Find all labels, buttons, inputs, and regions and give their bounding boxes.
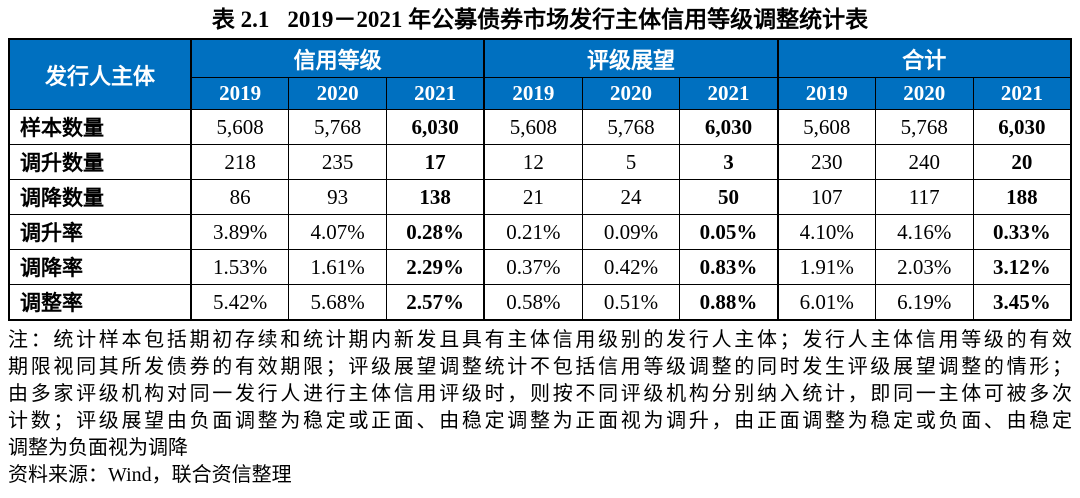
header-year-row: 2019 2020 2021 2019 2020 2021 2019 2020 2021 — [9, 77, 1072, 110]
row-label: 调降率 — [8, 249, 192, 285]
data-cell: 0.33% — [972, 214, 1072, 250]
data-cell: 218 — [190, 144, 290, 180]
data-cell: 24 — [581, 179, 681, 215]
data-cell: 5,608 — [190, 109, 290, 145]
note-line: 计数；评级展望由负面调整为稳定或正面、由稳定调整为正面视为调升，由正面调整为稳定… — [8, 410, 1072, 432]
data-cell: 93 — [288, 179, 388, 215]
data-source: 资料来源：Wind，联合资信整理 — [8, 464, 292, 486]
data-cell: 6.19% — [874, 284, 974, 321]
table-notes: 注：统计样本包括期初存续和统计期内新发且具有主体信用级别的发行人主体；发行人主体… — [8, 327, 1072, 462]
year-header: 2020 — [874, 77, 974, 110]
data-cell: 0.09% — [581, 214, 681, 250]
data-cell: 3 — [679, 144, 779, 180]
data-cell: 1.53% — [190, 249, 290, 285]
note-line: 由多家评级机构对同一发行人进行主体信用评级时，则按不同评级机构分别纳入统计，即同… — [8, 383, 1072, 405]
data-cell: 1.61% — [288, 249, 388, 285]
data-cell: 1.91% — [777, 249, 876, 285]
data-cell: 4.07% — [288, 214, 388, 250]
corner-header-issuer: 发行人主体 — [8, 38, 192, 110]
data-cell: 6,030 — [386, 109, 486, 145]
data-cell: 2.03% — [874, 249, 974, 285]
data-cell: 2.29% — [386, 249, 486, 285]
row-label: 调升数量 — [8, 144, 192, 180]
table-row: 样本数量 5,608 5,768 6,030 5,608 5,768 6,030 5,608 5… — [8, 109, 1072, 145]
data-cell: 5.68% — [288, 284, 388, 321]
table-row: 调降数量 86 93 138 21 24 50 107 117 188 — [8, 179, 1072, 215]
group-header-rating-outlook: 评级展望 — [483, 38, 779, 78]
data-cell: 0.51% — [581, 284, 681, 321]
table-row: 调降率 1.53% 1.61% 2.29% 0.37% 0.42% 0.83% 1.91% 2.… — [8, 249, 1072, 285]
data-cell: 6.01% — [777, 284, 876, 321]
data-cell: 0.88% — [679, 284, 779, 321]
group-header-credit-rating: 信用等级 — [190, 38, 486, 78]
row-label: 调整率 — [8, 284, 192, 321]
data-cell: 235 — [288, 144, 388, 180]
data-cell: 0.21% — [483, 214, 583, 250]
data-cell: 5.42% — [190, 284, 290, 321]
data-cell: 6,030 — [972, 109, 1072, 145]
row-label: 调降数量 — [8, 179, 192, 215]
data-cell: 188 — [972, 179, 1072, 215]
year-header: 2021 — [972, 77, 1072, 110]
data-cell: 4.10% — [777, 214, 876, 250]
data-cell: 6,030 — [679, 109, 779, 145]
data-cell: 0.83% — [679, 249, 779, 285]
data-cell: 138 — [386, 179, 486, 215]
year-header: 2020 — [288, 77, 388, 110]
note-line: 调整为负面视为调降 — [8, 437, 188, 459]
table-row: 调升率 3.89% 4.07% 0.28% 0.21% 0.09% 0.05% 4.10% 4.… — [8, 214, 1072, 250]
data-cell: 3.45% — [972, 284, 1072, 321]
table-row: 调升数量 218 235 17 12 5 3 230 240 20 — [8, 144, 1072, 180]
table-number: 表 2.1 — [211, 7, 270, 32]
note-line: 期限视同其所发债券的有效期限；评级展望调整统计不包括信用等级调整的同时发生评级展… — [8, 356, 1072, 378]
year-header: 2019 — [190, 77, 290, 110]
data-cell: 5,608 — [777, 109, 876, 145]
table-row: 调整率 5.42% 5.68% 2.57% 0.58% 0.51% 0.88% 6.01% 6.… — [8, 284, 1072, 321]
header-group-row: 发行人主体 信用等级 评级展望 合计 — [8, 38, 1072, 110]
group-header-total: 合计 — [777, 38, 1072, 78]
year-header: 2021 — [679, 77, 779, 110]
data-cell: 4.16% — [874, 214, 974, 250]
table-header: 发行人主体 信用等级 评级展望 合计 2019 2020 2021 2019 2020 2… — [8, 38, 1072, 110]
data-cell: 17 — [386, 144, 486, 180]
data-cell: 5,768 — [288, 109, 388, 145]
data-cell: 117 — [874, 179, 974, 215]
data-cell: 5,768 — [581, 109, 681, 145]
data-cell: 3.89% — [190, 214, 290, 250]
data-cell: 0.58% — [483, 284, 583, 321]
data-cell: 5 — [581, 144, 681, 180]
data-cell: 240 — [874, 144, 974, 180]
row-label: 调升率 — [8, 214, 192, 250]
year-header: 2021 — [386, 77, 486, 110]
data-cell: 50 — [679, 179, 779, 215]
data-cell: 2.57% — [386, 284, 486, 321]
year-header: 2019 — [777, 77, 876, 110]
note-line: 注：统计样本包括期初存续和统计期内新发且具有主体信用级别的发行人主体；发行人主体… — [8, 329, 1072, 351]
data-cell: 12 — [483, 144, 583, 180]
year-header: 2019 — [483, 77, 583, 110]
stats-table: 发行人主体 信用等级 评级展望 合计 2019 2020 2021 2019 2020 2… — [8, 38, 1072, 321]
data-cell: 0.37% — [483, 249, 583, 285]
data-cell: 21 — [483, 179, 583, 215]
table-title: 表 2.1 2019－2021 年公募债券市场发行主体信用等级调整统计表 — [0, 0, 1080, 34]
data-cell: 230 — [777, 144, 876, 180]
row-label: 样本数量 — [8, 109, 192, 145]
data-cell: 5,608 — [483, 109, 583, 145]
data-cell: 20 — [972, 144, 1072, 180]
data-cell: 5,768 — [874, 109, 974, 145]
data-cell: 0.05% — [679, 214, 779, 250]
year-header: 2020 — [581, 77, 681, 110]
table-title-text: 2019－2021 年公募债券市场发行主体信用等级调整统计表 — [287, 7, 869, 32]
data-cell: 107 — [777, 179, 876, 215]
data-cell: 86 — [190, 179, 290, 215]
table-body: 样本数量 5,608 5,768 6,030 5,608 5,768 6,030 5,608 5… — [8, 109, 1072, 321]
data-cell: 3.12% — [972, 249, 1072, 285]
data-cell: 0.42% — [581, 249, 681, 285]
data-cell: 0.28% — [386, 214, 486, 250]
